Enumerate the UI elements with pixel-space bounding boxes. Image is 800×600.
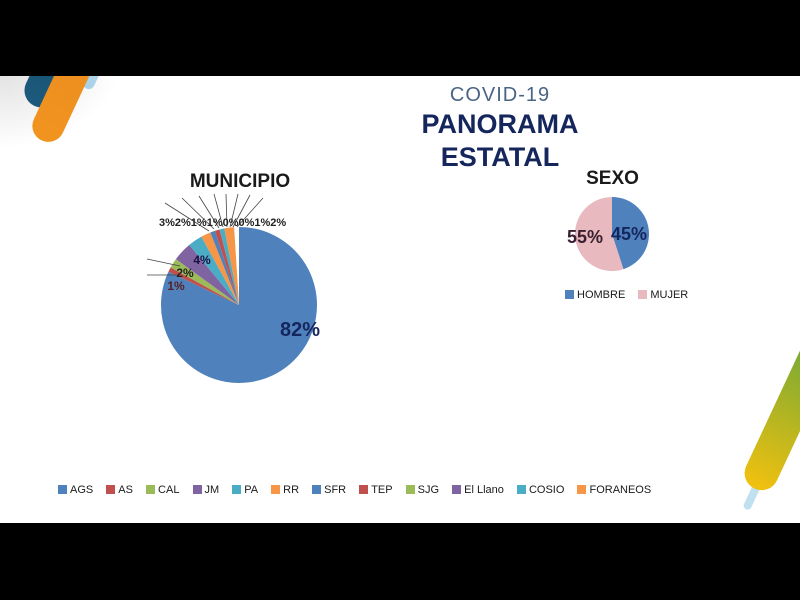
svg-text:55%: 55% <box>567 227 603 247</box>
svg-text:45%: 45% <box>611 224 647 244</box>
